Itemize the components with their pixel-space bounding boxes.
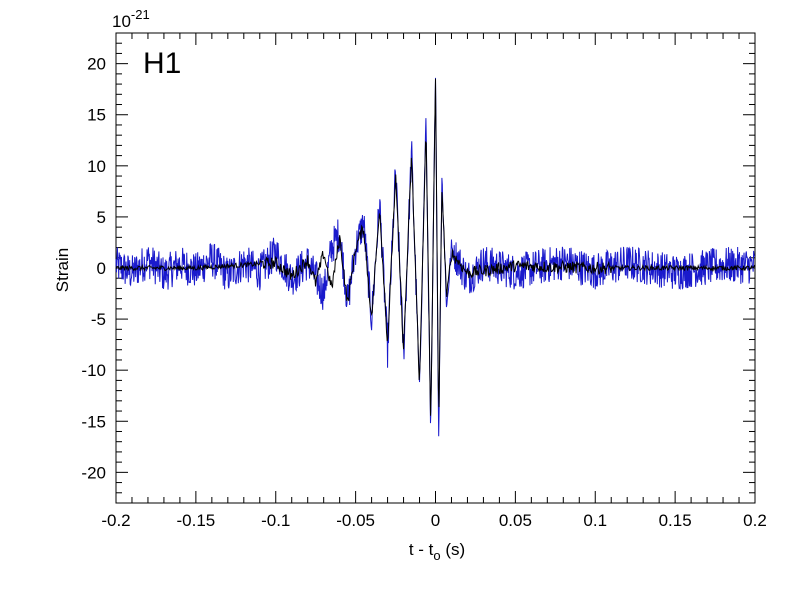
x-tick-label: 0.15: [659, 511, 692, 530]
y-tick-label: -10: [81, 361, 106, 380]
series-group: [115, 77, 756, 437]
x-axis-title: t - to (s): [409, 540, 465, 563]
x-axis-title-subscript: o: [433, 548, 440, 563]
y-tick-label: 5: [97, 208, 106, 227]
y-tick-labels: -20 -15 -10 -5 0 5 10 15 20: [81, 55, 106, 483]
y-tick-label: 20: [87, 55, 106, 74]
x-axis-title-main: t - t: [409, 540, 434, 559]
x-tick-label: 0.1: [583, 511, 607, 530]
x-tick-label: 0: [431, 511, 440, 530]
x-tick-label: -0.2: [101, 511, 130, 530]
x-axis-title-suffix: (s): [441, 540, 466, 559]
panel-label: H1: [143, 47, 181, 80]
exponent-power: -21: [131, 7, 150, 22]
y-tick-label: 10: [87, 157, 106, 176]
x-tick-label: 0.05: [499, 511, 532, 530]
x-tick-label: -0.1: [261, 511, 290, 530]
y-exponent-label: 10-21: [112, 7, 150, 31]
exponent-base: 10: [112, 12, 131, 31]
x-tick-label: 0.2: [743, 511, 767, 530]
x-tick-label: -0.15: [177, 511, 216, 530]
x-tick-marks: [115, 33, 756, 503]
x-tick-label: -0.05: [336, 511, 375, 530]
y-tick-label: -15: [81, 412, 106, 431]
y-tick-label: -20: [81, 463, 106, 482]
y-tick-label: 0: [97, 259, 106, 278]
series-waveform-line: [115, 78, 756, 416]
y-tick-label: -5: [91, 310, 106, 329]
y-axis-title: Strain: [53, 248, 72, 292]
x-tick-labels: -0.2 -0.15 -0.1 -0.05 0 0.05 0.1 0.15 0.2: [101, 511, 766, 530]
y-tick-label: 15: [87, 106, 106, 125]
